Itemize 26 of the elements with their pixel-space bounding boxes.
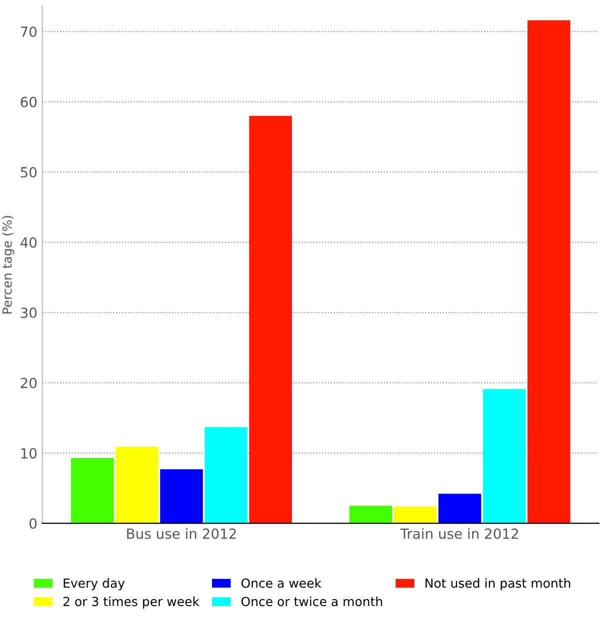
y-tick-label: 30 xyxy=(20,308,37,318)
legend-label: Not used in past month xyxy=(426,578,570,590)
bar xyxy=(394,506,437,524)
y-tick-label: 0 xyxy=(30,518,37,529)
y-tick-label: 10 xyxy=(21,448,37,459)
bar xyxy=(349,506,392,524)
legend-label: 2 or 3 times per week xyxy=(63,596,200,609)
legend-label: Once or twice a month xyxy=(241,596,382,606)
bar xyxy=(160,469,203,524)
y-axis-title: Percen tage (%) xyxy=(2,216,14,314)
bar xyxy=(249,116,292,524)
legend-label: Once a week xyxy=(241,578,322,588)
y-tick-label: 50 xyxy=(20,167,37,178)
y-tick-label: 40 xyxy=(20,237,37,248)
y-tick-label: 70 xyxy=(20,26,37,37)
bar xyxy=(438,494,482,524)
bar xyxy=(71,458,114,524)
y-tick-label: 60 xyxy=(20,96,37,108)
legend-label: Every day xyxy=(64,578,125,590)
bar xyxy=(204,427,248,524)
bar xyxy=(116,446,158,524)
y-tick-label: 20 xyxy=(20,378,37,388)
x-tick-label: Train use in 2012 xyxy=(400,528,518,539)
bar xyxy=(527,20,570,524)
x-tick-label: Bus use in 2012 xyxy=(127,528,236,539)
bar xyxy=(482,389,526,524)
